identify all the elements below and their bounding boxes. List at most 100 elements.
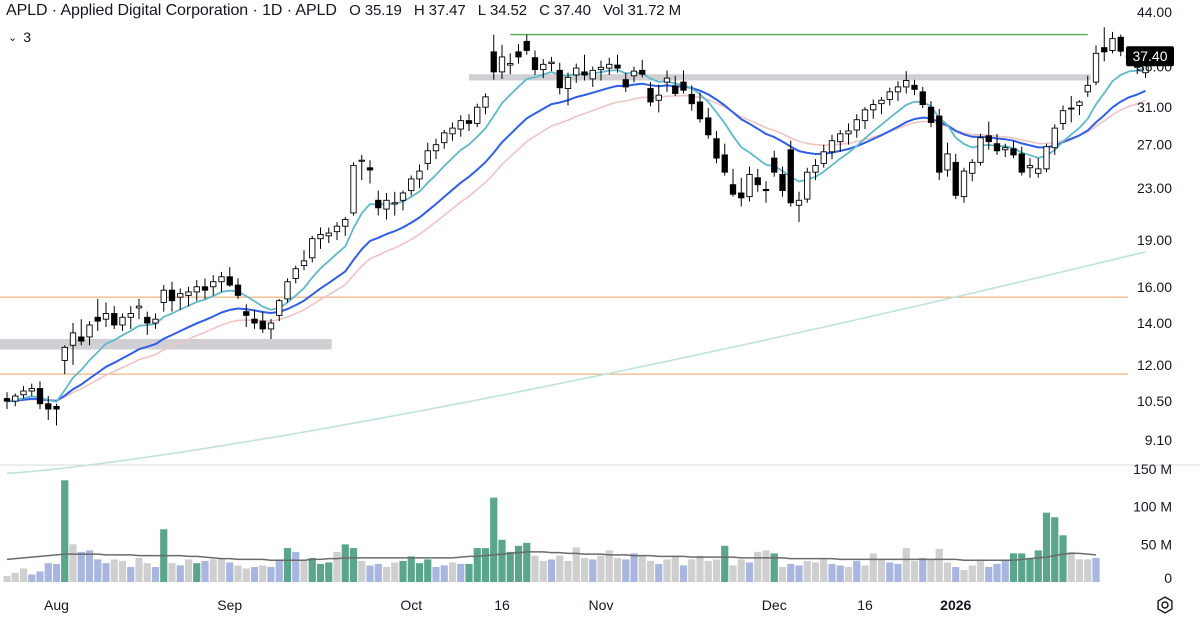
candle-body bbox=[861, 109, 869, 122]
volume-tick-label: 0 bbox=[1164, 570, 1172, 586]
candle-body bbox=[168, 289, 176, 302]
exchange-symbol: APLD bbox=[295, 2, 337, 19]
candle-body bbox=[490, 51, 497, 73]
indicators-count: 3 bbox=[23, 29, 32, 45]
high-label: H bbox=[413, 2, 425, 19]
candle-body bbox=[251, 318, 258, 324]
volume-bar bbox=[28, 574, 36, 582]
support-zone bbox=[469, 74, 1091, 81]
volume-bar bbox=[36, 571, 44, 582]
candle-body bbox=[581, 71, 588, 76]
candle-body bbox=[993, 143, 1001, 152]
volume-bar bbox=[226, 562, 234, 582]
candle-body bbox=[284, 281, 291, 300]
candle-body bbox=[812, 165, 819, 173]
volume-bar bbox=[490, 497, 498, 582]
volume-bar bbox=[234, 565, 242, 582]
price-tick-label: 27.00 bbox=[1137, 137, 1172, 153]
volume-bar bbox=[1075, 559, 1084, 582]
candle-body bbox=[185, 291, 192, 296]
volume-bar bbox=[424, 559, 432, 582]
volume-bar bbox=[415, 563, 424, 582]
volume-bar bbox=[844, 566, 853, 582]
volume-bar bbox=[102, 563, 110, 582]
candle-body bbox=[564, 76, 572, 90]
candle-body bbox=[1117, 36, 1124, 52]
volume-bar bbox=[118, 560, 127, 582]
volume-bar bbox=[341, 544, 349, 582]
candle-body bbox=[210, 281, 217, 288]
volume-bar bbox=[473, 548, 481, 582]
volume-bar bbox=[514, 545, 523, 582]
volume-bar bbox=[391, 562, 399, 582]
volume-bar bbox=[910, 560, 919, 582]
volume-bar bbox=[539, 560, 547, 582]
company-name: Applied Digital Corporation bbox=[60, 2, 249, 19]
symbol-ticker[interactable]: APLD bbox=[6, 2, 48, 19]
candle-body bbox=[1084, 84, 1091, 93]
candle-body bbox=[193, 286, 200, 293]
volume-bar bbox=[193, 563, 201, 582]
candle-body bbox=[1035, 168, 1042, 174]
candle-body bbox=[927, 106, 935, 123]
volume-bar bbox=[721, 545, 729, 582]
candle-body bbox=[540, 63, 547, 71]
separator: · bbox=[286, 2, 292, 19]
price-tick-label: 12.00 bbox=[1137, 357, 1172, 373]
volume-bar bbox=[976, 559, 985, 582]
candle-body bbox=[804, 171, 811, 200]
settings-gear-icon[interactable] bbox=[1156, 596, 1174, 614]
candle-body bbox=[350, 165, 357, 214]
volume-bar bbox=[564, 560, 572, 582]
volume-bar bbox=[927, 559, 935, 582]
candle-body bbox=[1018, 153, 1025, 173]
indicators-toggle[interactable]: ⌄ 3 bbox=[8, 29, 31, 45]
time-tick-label: Sep bbox=[217, 597, 242, 613]
volume-bar bbox=[1067, 551, 1075, 582]
volume-bar bbox=[737, 559, 745, 582]
volume-axis[interactable]: 150 M 100 M 50 M 0 bbox=[1133, 461, 1172, 586]
low-value: 34.52 bbox=[489, 2, 528, 19]
candle-body bbox=[1076, 101, 1083, 106]
volume-bar bbox=[638, 555, 646, 582]
interval-label[interactable]: 1D bbox=[262, 2, 283, 19]
ohlc-values: O 35.19 H 37.47 L 34.52 C 37.40 Vol 31.72 M bbox=[349, 2, 689, 19]
candle-body bbox=[952, 161, 959, 196]
volume-bar bbox=[316, 563, 325, 582]
low-label: L bbox=[477, 2, 486, 19]
volume-average bbox=[6, 551, 1097, 561]
volume-bar bbox=[135, 557, 143, 582]
price-axis[interactable]: 44.0036.0031.0027.0023.0019.0016.0014.00… bbox=[1137, 4, 1172, 448]
candle-body bbox=[201, 286, 209, 291]
candle-body bbox=[416, 170, 423, 180]
price-tick-label: 31.00 bbox=[1137, 99, 1172, 115]
ohlc-close: C 37.40 bbox=[539, 2, 595, 19]
candle-body bbox=[399, 192, 407, 201]
volume-bar bbox=[1042, 512, 1051, 582]
open-label: O bbox=[349, 2, 361, 19]
candle-body bbox=[78, 336, 85, 342]
candle-body bbox=[853, 119, 860, 131]
candle-body bbox=[787, 149, 794, 204]
candle-body bbox=[960, 170, 968, 198]
candle-body bbox=[53, 405, 60, 410]
candle-body bbox=[243, 311, 250, 316]
time-axis[interactable]: Aug Sep Oct 16 Nov Dec 16 2026 bbox=[44, 597, 971, 613]
price-tick-label: 14.00 bbox=[1137, 315, 1172, 331]
volume-bar bbox=[1084, 559, 1092, 582]
candle-body bbox=[696, 101, 704, 120]
volume-bar bbox=[1001, 559, 1009, 582]
volume-bar bbox=[77, 551, 85, 582]
volume-bar bbox=[877, 559, 886, 582]
volume-tick-label: 100 M bbox=[1133, 499, 1172, 515]
volume-bar bbox=[250, 566, 259, 582]
volume-bar bbox=[506, 551, 514, 582]
price-pane-background bbox=[0, 0, 1124, 465]
candle-body bbox=[482, 96, 489, 108]
candle-body bbox=[919, 91, 926, 106]
candle-body bbox=[267, 322, 275, 330]
volume-bar bbox=[523, 542, 531, 582]
candle-body bbox=[977, 137, 984, 163]
volume-bar bbox=[820, 559, 828, 582]
